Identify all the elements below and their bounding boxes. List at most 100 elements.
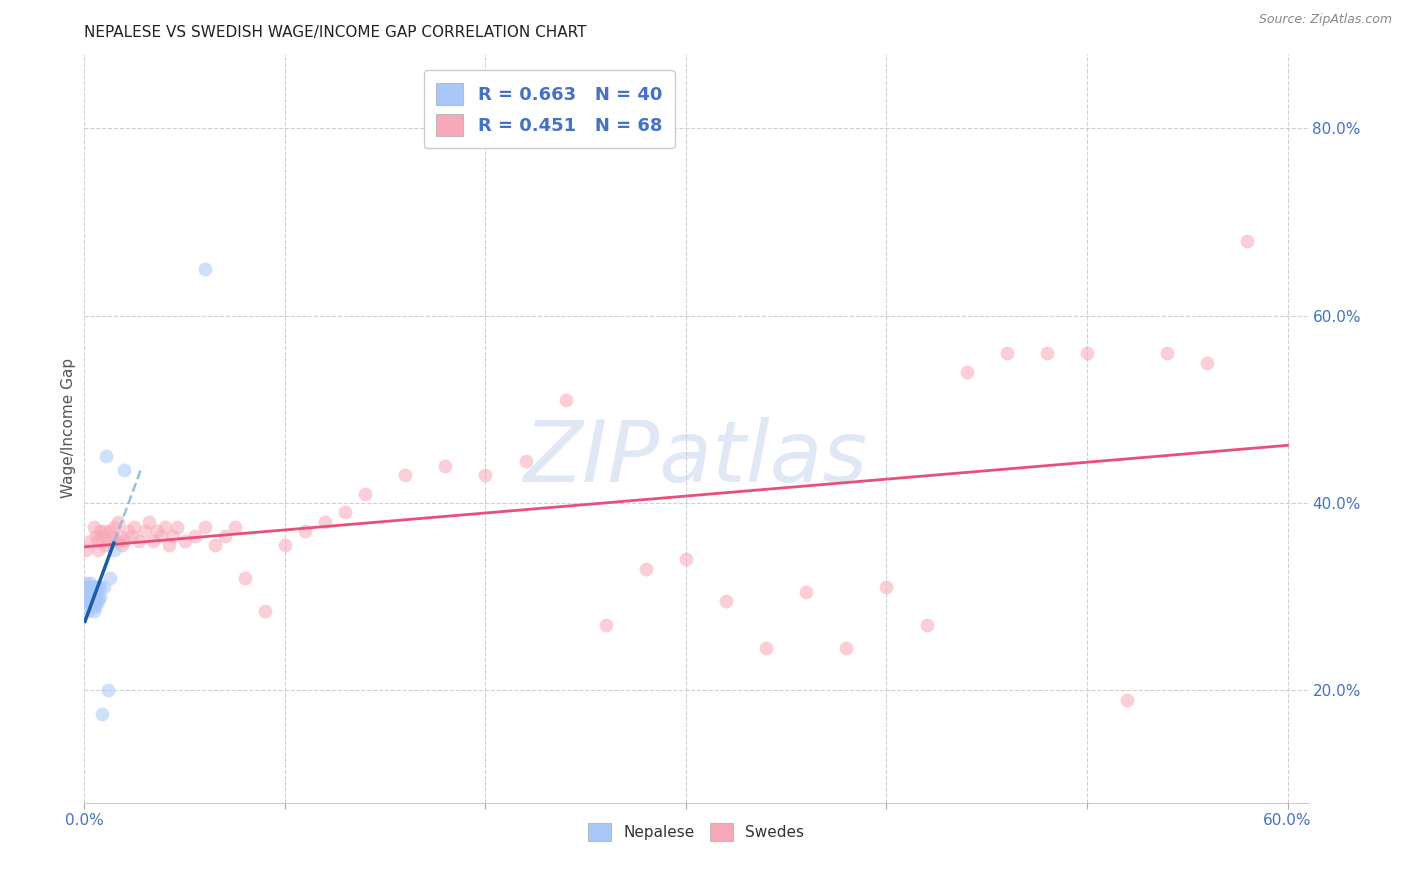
Point [995,346,1018,360]
Point [354,487,377,501]
Point [110,529,132,543]
Point [77,590,100,604]
Point [86,590,108,604]
Y-axis label: Wage/Income Gap: Wage/Income Gap [60,358,76,499]
Point [91,706,114,721]
Point [97,683,120,698]
Point [114,533,136,548]
Text: ZIPatlas: ZIPatlas [524,417,868,500]
Point [87,594,110,608]
Point [138,515,160,529]
Point [82,585,104,599]
Point [434,458,457,473]
Point [835,641,858,656]
Point [96,538,118,552]
Point [79,590,101,604]
Point [294,524,316,539]
Point [714,594,737,608]
Point [128,533,150,548]
Point [77,585,100,599]
Point [87,590,110,604]
Point [89,581,111,595]
Point [89,524,111,539]
Point [274,538,297,552]
Point [87,581,110,595]
Point [554,393,576,408]
Point [634,562,657,576]
Point [79,533,101,548]
Point [675,552,697,566]
Point [87,533,110,548]
Point [83,590,105,604]
Legend: Nepalese, Swedes: Nepalese, Swedes [582,817,810,847]
Point [87,542,110,557]
Point [89,590,111,604]
Point [75,542,97,557]
Point [105,533,128,548]
Point [97,533,120,548]
Point [75,585,97,599]
Text: Source: ZipAtlas.com: Source: ZipAtlas.com [1258,13,1392,27]
Point [1116,693,1139,707]
Point [162,529,184,543]
Point [124,519,146,533]
Point [183,529,205,543]
Point [1236,234,1258,248]
Point [233,571,256,585]
Point [79,599,101,614]
Point [93,524,115,539]
Point [204,538,226,552]
Point [101,529,124,543]
Point [755,641,778,656]
Point [595,617,617,632]
Point [956,365,979,379]
Point [394,468,416,483]
Point [214,529,236,543]
Point [915,617,938,632]
Point [515,454,537,468]
Point [1076,346,1098,360]
Point [253,604,276,618]
Point [194,519,217,533]
Point [83,581,105,595]
Point [83,594,105,608]
Point [875,581,897,595]
Point [75,594,97,608]
Point [79,575,101,590]
Point [86,529,108,543]
Point [83,604,105,618]
Point [100,524,122,539]
Point [117,524,139,539]
Point [1156,346,1178,360]
Point [75,581,97,595]
Point [114,463,136,477]
Point [149,529,172,543]
Point [86,581,108,595]
Point [83,599,105,614]
Point [121,529,143,543]
Point [103,519,125,533]
Point [82,594,104,608]
Point [93,581,115,595]
Point [224,519,246,533]
Point [96,450,118,464]
Point [1036,346,1059,360]
Point [79,585,101,599]
Text: NEPALESE VS SWEDISH WAGE/INCOME GAP CORRELATION CHART: NEPALESE VS SWEDISH WAGE/INCOME GAP CORR… [84,25,586,40]
Point [333,505,356,519]
Point [82,590,104,604]
Point [1197,356,1219,370]
Point [157,538,180,552]
Point [134,524,156,539]
Point [107,515,129,529]
Point [794,585,817,599]
Point [77,581,100,595]
Point [100,571,122,585]
Point [194,262,217,277]
Point [111,538,134,552]
Point [77,594,100,608]
Point [103,542,125,557]
Point [77,604,100,618]
Point [145,524,167,539]
Point [474,468,496,483]
